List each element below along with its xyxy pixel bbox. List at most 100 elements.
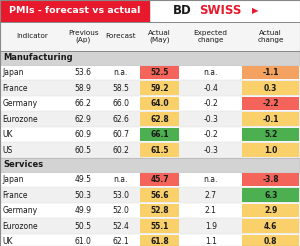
- Text: Eurozone: Eurozone: [2, 222, 38, 231]
- Text: Germany: Germany: [2, 99, 37, 108]
- Text: 58.9: 58.9: [75, 84, 92, 93]
- Text: n.a.: n.a.: [204, 68, 218, 77]
- Text: 64.0: 64.0: [150, 99, 169, 108]
- Text: 62.6: 62.6: [112, 115, 129, 124]
- Bar: [140, 97, 179, 110]
- Text: 66.2: 66.2: [75, 99, 92, 108]
- Text: 2.7: 2.7: [205, 191, 217, 200]
- Text: France: France: [2, 84, 28, 93]
- Text: Expected
change: Expected change: [194, 30, 228, 43]
- Text: 49.9: 49.9: [75, 206, 92, 215]
- Text: 52.8: 52.8: [150, 206, 169, 215]
- Text: n.a.: n.a.: [114, 175, 128, 184]
- Text: 0.8: 0.8: [264, 237, 278, 246]
- Bar: [242, 128, 299, 141]
- Text: 56.6: 56.6: [151, 191, 169, 200]
- Text: 52.0: 52.0: [112, 206, 129, 215]
- Text: US: US: [2, 146, 13, 155]
- Bar: [0, 111, 300, 127]
- Text: Previous
(Ap): Previous (Ap): [68, 30, 99, 43]
- Text: Indicator: Indicator: [16, 33, 48, 39]
- Bar: [242, 143, 299, 157]
- Text: -0.4: -0.4: [203, 84, 218, 93]
- Text: 62.1: 62.1: [112, 237, 129, 246]
- Bar: [140, 143, 179, 157]
- Text: ▶: ▶: [252, 6, 259, 15]
- Bar: [150, 0, 300, 22]
- Text: 0.3: 0.3: [264, 84, 278, 93]
- Bar: [0, 80, 300, 96]
- Bar: [242, 219, 299, 233]
- Bar: [0, 142, 300, 158]
- Text: 45.7: 45.7: [150, 175, 169, 184]
- Bar: [0, 51, 300, 65]
- Bar: [242, 204, 299, 217]
- Text: 60.5: 60.5: [75, 146, 92, 155]
- Bar: [242, 235, 299, 246]
- Text: -1.1: -1.1: [262, 68, 279, 77]
- Text: 1.0: 1.0: [264, 146, 278, 155]
- Bar: [0, 127, 300, 142]
- Bar: [242, 66, 299, 79]
- Text: 66.1: 66.1: [150, 130, 169, 139]
- Text: 61.5: 61.5: [151, 146, 169, 155]
- Bar: [242, 81, 299, 95]
- Bar: [242, 112, 299, 126]
- Bar: [0, 158, 300, 172]
- Text: 2.1: 2.1: [205, 206, 217, 215]
- Text: 55.1: 55.1: [151, 222, 169, 231]
- Text: Japan: Japan: [2, 175, 24, 184]
- Text: 49.5: 49.5: [75, 175, 92, 184]
- Text: 53.6: 53.6: [75, 68, 92, 77]
- Text: 61.8: 61.8: [150, 237, 169, 246]
- Bar: [242, 173, 299, 186]
- Text: 66.0: 66.0: [112, 99, 129, 108]
- Bar: [140, 219, 179, 233]
- Bar: [140, 173, 179, 186]
- Text: BD: BD: [172, 4, 191, 17]
- Text: SWISS: SWISS: [200, 4, 242, 17]
- Text: 60.7: 60.7: [112, 130, 129, 139]
- Bar: [242, 188, 299, 202]
- Bar: [140, 204, 179, 217]
- Text: -0.3: -0.3: [203, 115, 218, 124]
- Text: -0.1: -0.1: [262, 115, 279, 124]
- Bar: [0, 22, 300, 51]
- Bar: [0, 172, 300, 187]
- Text: 52.5: 52.5: [151, 68, 169, 77]
- Text: -0.3: -0.3: [203, 146, 218, 155]
- Bar: [0, 218, 300, 234]
- Bar: [0, 0, 150, 22]
- Text: 58.5: 58.5: [112, 84, 129, 93]
- Text: Germany: Germany: [2, 206, 37, 215]
- Bar: [140, 188, 179, 202]
- Text: 50.3: 50.3: [75, 191, 92, 200]
- Text: n.a.: n.a.: [114, 68, 128, 77]
- Bar: [140, 81, 179, 95]
- Text: -0.2: -0.2: [203, 99, 218, 108]
- Text: 50.5: 50.5: [75, 222, 92, 231]
- Text: Japan: Japan: [2, 68, 24, 77]
- Text: -0.2: -0.2: [203, 130, 218, 139]
- Text: 53.0: 53.0: [112, 191, 129, 200]
- Text: France: France: [2, 191, 28, 200]
- Text: 59.2: 59.2: [151, 84, 169, 93]
- Text: 1.9: 1.9: [205, 222, 217, 231]
- Text: 52.4: 52.4: [112, 222, 129, 231]
- Text: 60.2: 60.2: [112, 146, 129, 155]
- Text: Eurozone: Eurozone: [2, 115, 38, 124]
- Text: UK: UK: [2, 130, 13, 139]
- Bar: [140, 235, 179, 246]
- Text: 6.3: 6.3: [264, 191, 278, 200]
- Bar: [140, 128, 179, 141]
- Text: PMIs - forecast vs actual: PMIs - forecast vs actual: [9, 6, 141, 15]
- Text: 5.2: 5.2: [264, 130, 278, 139]
- Text: 62.9: 62.9: [75, 115, 92, 124]
- Bar: [0, 96, 300, 111]
- Bar: [140, 66, 179, 79]
- Text: 2.9: 2.9: [264, 206, 278, 215]
- Bar: [0, 234, 300, 246]
- Text: -2.2: -2.2: [262, 99, 279, 108]
- Text: n.a.: n.a.: [204, 175, 218, 184]
- Text: Actual
change: Actual change: [257, 30, 284, 43]
